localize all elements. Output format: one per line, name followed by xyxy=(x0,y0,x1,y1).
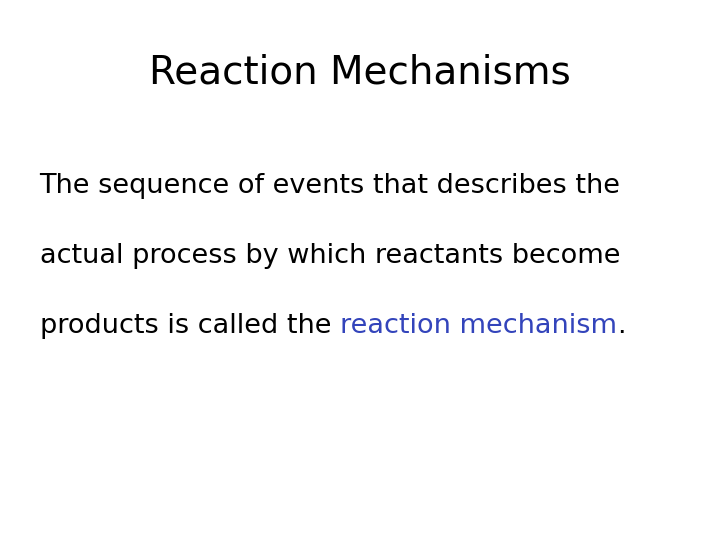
Text: Reaction Mechanisms: Reaction Mechanisms xyxy=(149,54,571,92)
Text: reaction mechanism: reaction mechanism xyxy=(340,313,617,339)
Text: .: . xyxy=(617,313,625,339)
Text: The sequence of events that describes the: The sequence of events that describes th… xyxy=(40,173,621,199)
Text: products is called the: products is called the xyxy=(40,313,340,339)
Text: actual process by which reactants become: actual process by which reactants become xyxy=(40,243,620,269)
